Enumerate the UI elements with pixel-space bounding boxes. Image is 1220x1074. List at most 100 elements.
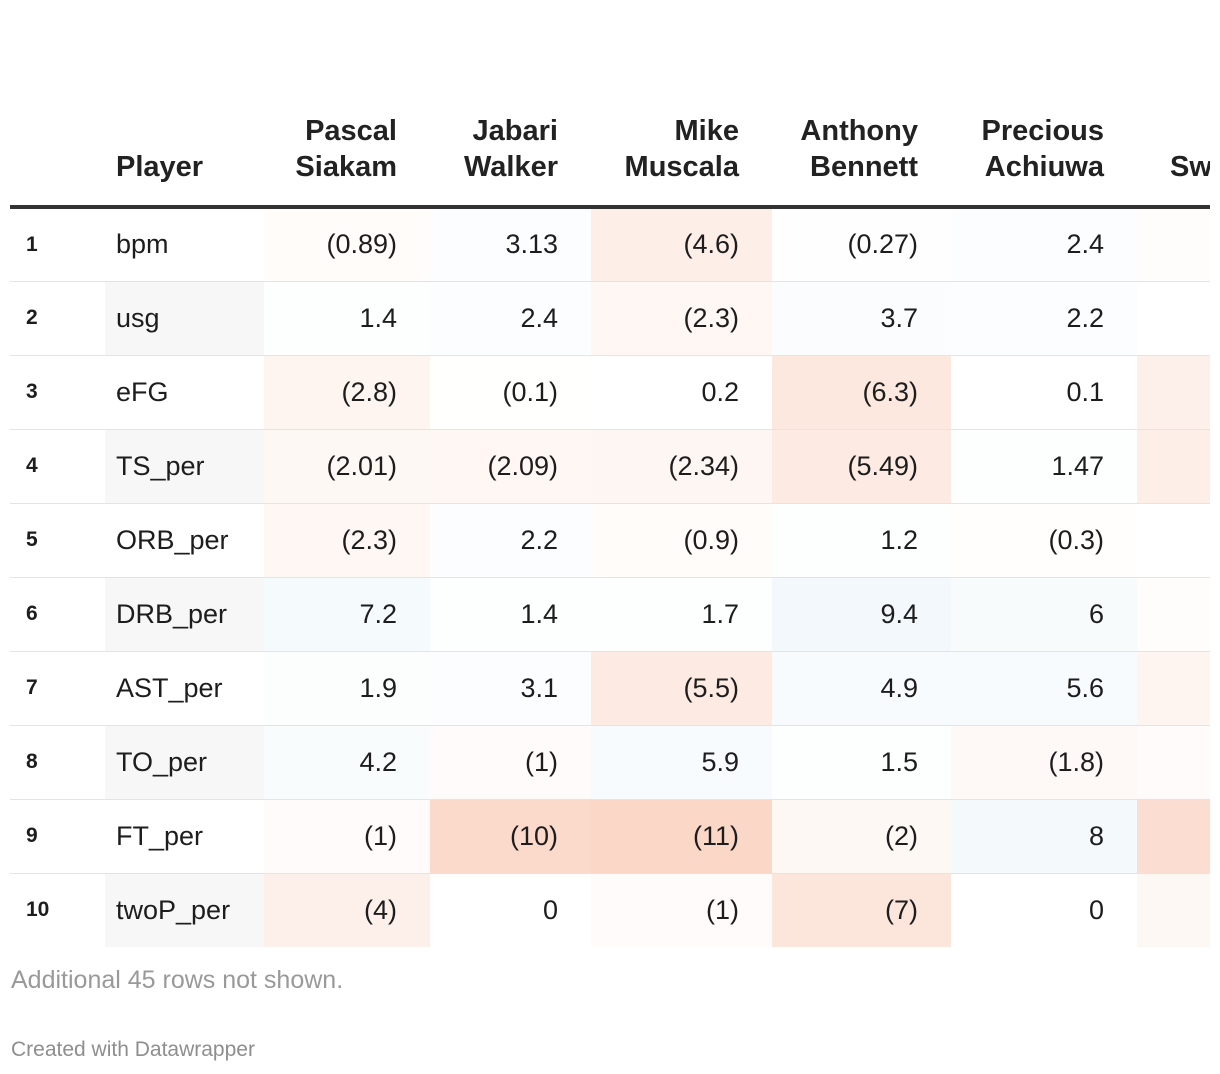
table-cell: 3.13 xyxy=(430,207,591,282)
table-cell: (1) xyxy=(264,799,430,874)
table-cell xyxy=(1137,873,1210,947)
table-cell: 0 xyxy=(430,873,591,947)
table-cell: (0.3) xyxy=(951,503,1137,578)
header-rank xyxy=(10,0,105,209)
table-cell xyxy=(1137,577,1210,652)
table-cell: 4.9 xyxy=(772,651,951,726)
table-cell: 6 xyxy=(951,577,1137,652)
table-cell xyxy=(1137,725,1210,800)
row-metric-label: usg xyxy=(105,281,264,356)
table-cell xyxy=(1137,503,1210,578)
table-row: 4 TS_per (2.01) (2.09) (2.34) (5.49) 1.47 xyxy=(10,429,1210,504)
row-rank: 1 xyxy=(10,207,105,282)
table-cell: 1.2 xyxy=(772,503,951,578)
table-body: 1 bpm (0.89) 3.13 (4.6) (0.27) 2.4 2 usg 1.4 2.4 (2… xyxy=(10,207,1210,947)
row-rank: 7 xyxy=(10,651,105,726)
row-metric-label: ORB_per xyxy=(105,503,264,578)
table-row: 9 FT_per (1) (10) (11) (2) 8 xyxy=(10,799,1210,874)
table-cell: 1.4 xyxy=(264,281,430,356)
table-row: 7 AST_per 1.9 3.1 (5.5) 4.9 5.6 xyxy=(10,651,1210,726)
header-column[interactable]: Precious Achiuwa xyxy=(951,0,1137,209)
table-cell: 2.4 xyxy=(951,207,1137,282)
table-cell: (7) xyxy=(772,873,951,947)
table-row: 10 twoP_per (4) 0 (1) (7) 0 xyxy=(10,873,1210,947)
table-cell: (1) xyxy=(430,725,591,800)
row-rank: 3 xyxy=(10,355,105,430)
table-row: 5 ORB_per (2.3) 2.2 (0.9) 1.2 (0.3) xyxy=(10,503,1210,578)
row-rank: 4 xyxy=(10,429,105,504)
header-column[interactable]: Mike Muscala xyxy=(591,0,772,209)
data-table: Player Pascal Siakam Jabari Walker Mike Mus… xyxy=(10,0,1210,947)
table-cell: (1) xyxy=(591,873,772,947)
table-row: 1 bpm (0.89) 3.13 (4.6) (0.27) 2.4 xyxy=(10,207,1210,282)
row-rank: 2 xyxy=(10,281,105,356)
table-cell: 8 xyxy=(951,799,1137,874)
table-cell xyxy=(1137,281,1210,356)
table-cell xyxy=(1137,429,1210,504)
table-cell xyxy=(1137,799,1210,874)
table-cell: 2.2 xyxy=(430,503,591,578)
table-row: 3 eFG (2.8) (0.1) 0.2 (6.3) 0.1 xyxy=(10,355,1210,430)
table-cell: (2.3) xyxy=(264,503,430,578)
table-cell: 0 xyxy=(951,873,1137,947)
header-player[interactable]: Player xyxy=(105,0,264,209)
table-cell: (2.34) xyxy=(591,429,772,504)
table-cell: 5.6 xyxy=(951,651,1137,726)
credit-link[interactable]: Created with Datawrapper xyxy=(11,1038,255,1061)
row-rank: 6 xyxy=(10,577,105,652)
table-cell: 1.47 xyxy=(951,429,1137,504)
header-column[interactable]: Anthony Bennett xyxy=(772,0,951,209)
table-cell: 3.7 xyxy=(772,281,951,356)
table-cell: (2.3) xyxy=(591,281,772,356)
row-metric-label: FT_per xyxy=(105,799,264,874)
table-row: 2 usg 1.4 2.4 (2.3) 3.7 2.2 xyxy=(10,281,1210,356)
table-row: 8 TO_per 4.2 (1) 5.9 1.5 (1.8) xyxy=(10,725,1210,800)
table-cell: (11) xyxy=(591,799,772,874)
table-cell: 0.1 xyxy=(951,355,1137,430)
table-cell: (0.27) xyxy=(772,207,951,282)
row-rank: 5 xyxy=(10,503,105,578)
table-cell: (1.8) xyxy=(951,725,1137,800)
table-cell: 3.1 xyxy=(430,651,591,726)
table-cell: 7.2 xyxy=(264,577,430,652)
table-cell: (2.8) xyxy=(264,355,430,430)
table-cell: (6.3) xyxy=(772,355,951,430)
table-cell: (10) xyxy=(430,799,591,874)
table-cell: (0.1) xyxy=(430,355,591,430)
row-metric-label: TS_per xyxy=(105,429,264,504)
table-cell: 1.5 xyxy=(772,725,951,800)
table-cell: 1.9 xyxy=(264,651,430,726)
table-cell xyxy=(1137,355,1210,430)
table-cell: (2.01) xyxy=(264,429,430,504)
table-cell: 1.7 xyxy=(591,577,772,652)
table-cell: (0.89) xyxy=(264,207,430,282)
header-column[interactable]: Sw xyxy=(1137,0,1210,209)
table-cell xyxy=(1137,207,1210,282)
table-cell: 1.4 xyxy=(430,577,591,652)
table-cell: 5.9 xyxy=(591,725,772,800)
row-metric-label: DRB_per xyxy=(105,577,264,652)
table-cell: (5.49) xyxy=(772,429,951,504)
row-rank: 9 xyxy=(10,799,105,874)
table-cell: (4) xyxy=(264,873,430,947)
table-row: 6 DRB_per 7.2 1.4 1.7 9.4 6 xyxy=(10,577,1210,652)
table-cell: (2.09) xyxy=(430,429,591,504)
row-metric-label: bpm xyxy=(105,207,264,282)
table-cell: 2.4 xyxy=(430,281,591,356)
row-metric-label: eFG xyxy=(105,355,264,430)
header-column[interactable]: Jabari Walker xyxy=(430,0,591,209)
table-cell xyxy=(1137,651,1210,726)
table-cell: 9.4 xyxy=(772,577,951,652)
footnote: Additional 45 rows not shown. xyxy=(11,966,344,994)
table-cell: (0.9) xyxy=(591,503,772,578)
header-column[interactable]: Pascal Siakam xyxy=(264,0,430,209)
table-cell: (2) xyxy=(772,799,951,874)
row-metric-label: TO_per xyxy=(105,725,264,800)
table-cell: 4.2 xyxy=(264,725,430,800)
row-metric-label: AST_per xyxy=(105,651,264,726)
row-rank: 10 xyxy=(26,898,50,922)
table-cell: 0.2 xyxy=(591,355,772,430)
row-metric-label: twoP_per xyxy=(105,873,264,947)
row-rank: 8 xyxy=(10,725,105,800)
data-table-wrapper: Player Pascal Siakam Jabari Walker Mike Mus… xyxy=(10,0,1210,947)
